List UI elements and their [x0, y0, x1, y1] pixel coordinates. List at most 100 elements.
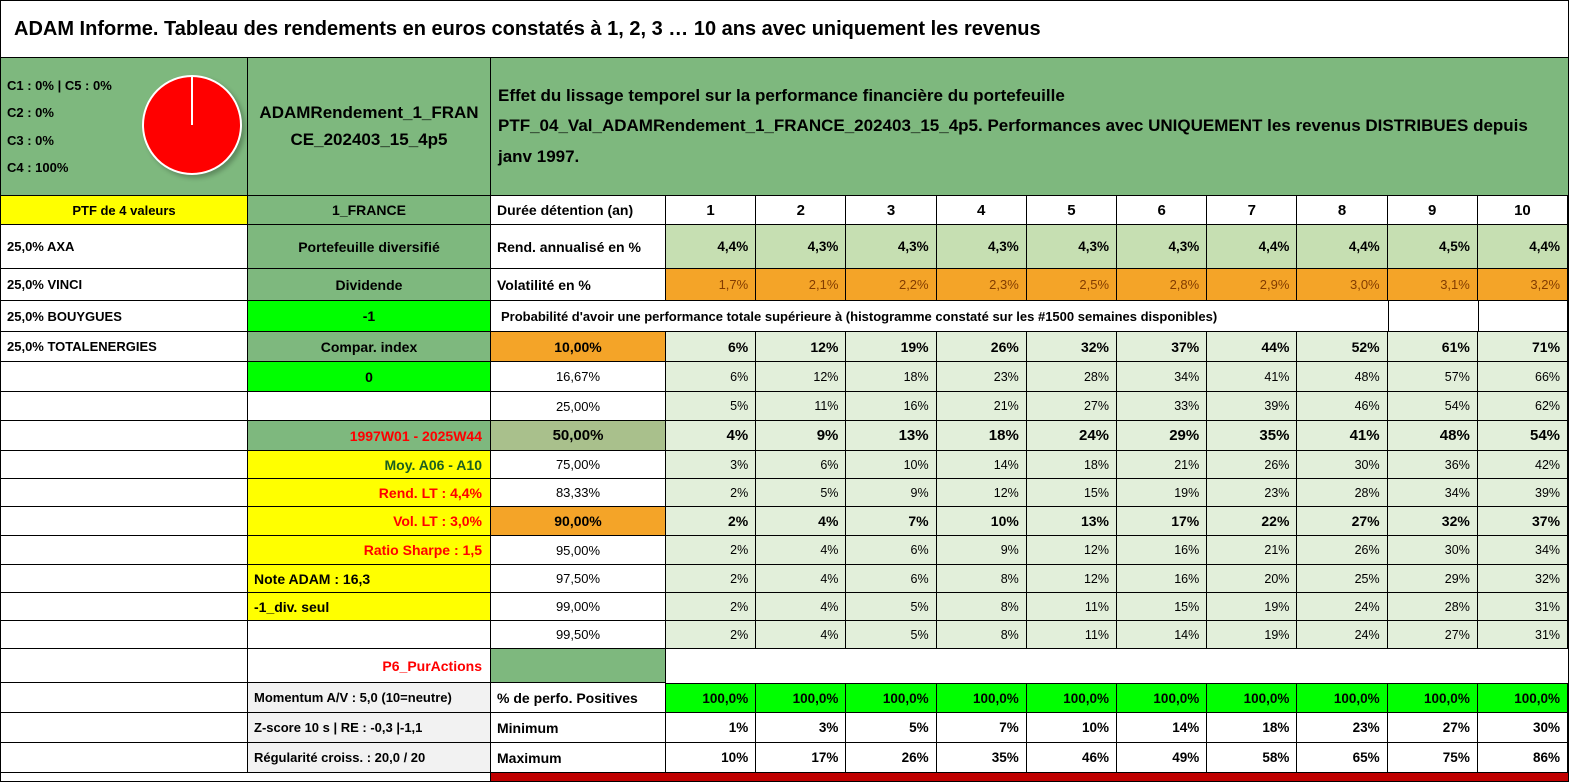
- prob-value-cell[interactable]: 2%: [666, 536, 757, 565]
- cell-compar-index[interactable]: Compar. index: [248, 332, 491, 362]
- rend-value-cell[interactable]: 4,4%: [666, 225, 757, 269]
- rend-value-cell[interactable]: 4,3%: [756, 225, 847, 269]
- prob-value-cell[interactable]: 28%: [1387, 593, 1478, 621]
- duration-header-cell[interactable]: 6: [1117, 196, 1208, 225]
- prob-value-cell[interactable]: 3%: [666, 451, 757, 479]
- positives-value-cell[interactable]: 100,0%: [666, 683, 757, 713]
- prob-value-cell[interactable]: 34%: [1477, 536, 1568, 565]
- prob-value-cell[interactable]: 2%: [666, 507, 757, 536]
- vol-value-cell[interactable]: 2,5%: [1026, 269, 1118, 301]
- prob-value-cell[interactable]: 52%: [1297, 332, 1388, 362]
- minimum-value-cell[interactable]: 30%: [1477, 713, 1568, 743]
- empty-cell[interactable]: [248, 392, 491, 421]
- prob-value-cell[interactable]: 6%: [846, 565, 937, 593]
- prob-value-cell[interactable]: 19%: [1207, 621, 1298, 649]
- rend-value-cell[interactable]: 4,3%: [936, 225, 1027, 269]
- prob-value-cell[interactable]: 23%: [936, 362, 1027, 392]
- positives-value-cell[interactable]: 100,0%: [1477, 683, 1568, 713]
- rend-value-cell[interactable]: 4,3%: [1026, 225, 1118, 269]
- threshold-cell[interactable]: 99,50%: [491, 621, 666, 649]
- threshold-cell[interactable]: 90,00%: [491, 507, 666, 536]
- prob-value-cell[interactable]: 48%: [1387, 421, 1478, 451]
- minimum-value-cell[interactable]: 1%: [666, 713, 757, 743]
- cell-rend-label[interactable]: Rend. annualisé en %: [491, 225, 666, 269]
- rend-value-cell[interactable]: 4,5%: [1387, 225, 1478, 269]
- empty-cell[interactable]: [1, 479, 248, 507]
- prob-value-cell[interactable]: 32%: [1387, 507, 1478, 536]
- positives-value-cell[interactable]: 100,0%: [1117, 683, 1208, 713]
- prob-value-cell[interactable]: 24%: [1297, 621, 1388, 649]
- vol-value-cell[interactable]: 2,2%: [846, 269, 937, 301]
- threshold-cell[interactable]: 50,00%: [491, 421, 666, 451]
- vol-value-cell[interactable]: 1,7%: [666, 269, 757, 301]
- minimum-value-cell[interactable]: 5%: [846, 713, 937, 743]
- cell-p6-puractions[interactable]: P6_PurActions: [248, 649, 491, 683]
- prob-value-cell[interactable]: 8%: [936, 593, 1027, 621]
- empty-cell[interactable]: [1, 565, 248, 593]
- prob-value-cell[interactable]: 15%: [1117, 593, 1208, 621]
- prob-value-cell[interactable]: 32%: [1477, 565, 1568, 593]
- prob-value-cell[interactable]: 2%: [666, 479, 757, 507]
- prob-value-cell[interactable]: 44%: [1207, 332, 1298, 362]
- prob-value-cell[interactable]: 37%: [1117, 332, 1208, 362]
- maximum-value-cell[interactable]: 17%: [756, 743, 847, 773]
- prob-value-cell[interactable]: 6%: [756, 451, 847, 479]
- prob-value-cell[interactable]: 16%: [1117, 536, 1208, 565]
- empty-cell[interactable]: [1, 593, 248, 621]
- cell-vol-lt[interactable]: Vol. LT : 3,0%: [248, 507, 491, 536]
- rend-value-cell[interactable]: 4,3%: [1117, 225, 1208, 269]
- prob-value-cell[interactable]: 25%: [1297, 565, 1388, 593]
- threshold-cell[interactable]: 95,00%: [491, 536, 666, 565]
- prob-value-cell[interactable]: 6%: [666, 332, 757, 362]
- empty-cell[interactable]: [1, 683, 248, 713]
- probability-title-cell[interactable]: Probabilité d'avoir une performance tota…: [491, 301, 1389, 332]
- threshold-cell[interactable]: 10,00%: [491, 332, 666, 362]
- prob-value-cell[interactable]: 11%: [756, 392, 847, 421]
- empty-cell[interactable]: [1, 421, 248, 451]
- prob-value-cell[interactable]: 16%: [1117, 565, 1208, 593]
- prob-value-cell[interactable]: 5%: [846, 621, 937, 649]
- maximum-value-cell[interactable]: 26%: [846, 743, 937, 773]
- prob-value-cell[interactable]: 9%: [846, 479, 937, 507]
- maximum-value-cell[interactable]: 46%: [1026, 743, 1118, 773]
- prob-value-cell[interactable]: 22%: [1207, 507, 1298, 536]
- prob-value-cell[interactable]: 19%: [1207, 593, 1298, 621]
- positives-value-cell[interactable]: 100,0%: [1387, 683, 1478, 713]
- prob-value-cell[interactable]: 30%: [1387, 536, 1478, 565]
- maximum-value-cell[interactable]: 10%: [666, 743, 757, 773]
- prob-value-cell[interactable]: 31%: [1477, 593, 1568, 621]
- positives-value-cell[interactable]: 100,0%: [1207, 683, 1298, 713]
- empty-cell[interactable]: [1, 743, 248, 773]
- threshold-cell[interactable]: 16,67%: [491, 362, 666, 392]
- prob-value-cell[interactable]: 29%: [1387, 565, 1478, 593]
- prob-value-cell[interactable]: 5%: [756, 479, 847, 507]
- prob-value-cell[interactable]: 13%: [846, 421, 937, 451]
- prob-value-cell[interactable]: 62%: [1477, 392, 1568, 421]
- prob-value-cell[interactable]: 21%: [1207, 536, 1298, 565]
- duration-header-cell[interactable]: 7: [1207, 196, 1298, 225]
- prob-value-cell[interactable]: 42%: [1477, 451, 1568, 479]
- prob-value-cell[interactable]: 4%: [756, 593, 847, 621]
- duration-header-cell[interactable]: 4: [936, 196, 1027, 225]
- prob-value-cell[interactable]: 31%: [1477, 621, 1568, 649]
- prob-value-cell[interactable]: 71%: [1477, 332, 1568, 362]
- cell-duration-label[interactable]: Durée détention (an): [491, 196, 666, 225]
- prob-value-cell[interactable]: 2%: [666, 593, 757, 621]
- positives-label-cell[interactable]: % de perfo. Positives: [491, 683, 666, 713]
- maximum-value-cell[interactable]: 75%: [1387, 743, 1478, 773]
- cell-flag-zero[interactable]: 0: [248, 362, 491, 392]
- empty-cell[interactable]: [1, 507, 248, 536]
- vol-value-cell[interactable]: 2,1%: [756, 269, 847, 301]
- prob-value-cell[interactable]: 8%: [936, 565, 1027, 593]
- prob-value-cell[interactable]: 4%: [756, 536, 847, 565]
- positives-value-cell[interactable]: 100,0%: [756, 683, 847, 713]
- prob-value-cell[interactable]: 34%: [1387, 479, 1478, 507]
- prob-value-cell[interactable]: 23%: [1207, 479, 1298, 507]
- prob-value-cell[interactable]: 4%: [756, 621, 847, 649]
- duration-header-cell[interactable]: 3: [846, 196, 937, 225]
- prob-value-cell[interactable]: 15%: [1026, 479, 1118, 507]
- vol-value-cell[interactable]: 3,0%: [1297, 269, 1388, 301]
- prob-value-cell[interactable]: 4%: [666, 421, 757, 451]
- empty-cell[interactable]: [1, 713, 248, 743]
- prob-value-cell[interactable]: 18%: [846, 362, 937, 392]
